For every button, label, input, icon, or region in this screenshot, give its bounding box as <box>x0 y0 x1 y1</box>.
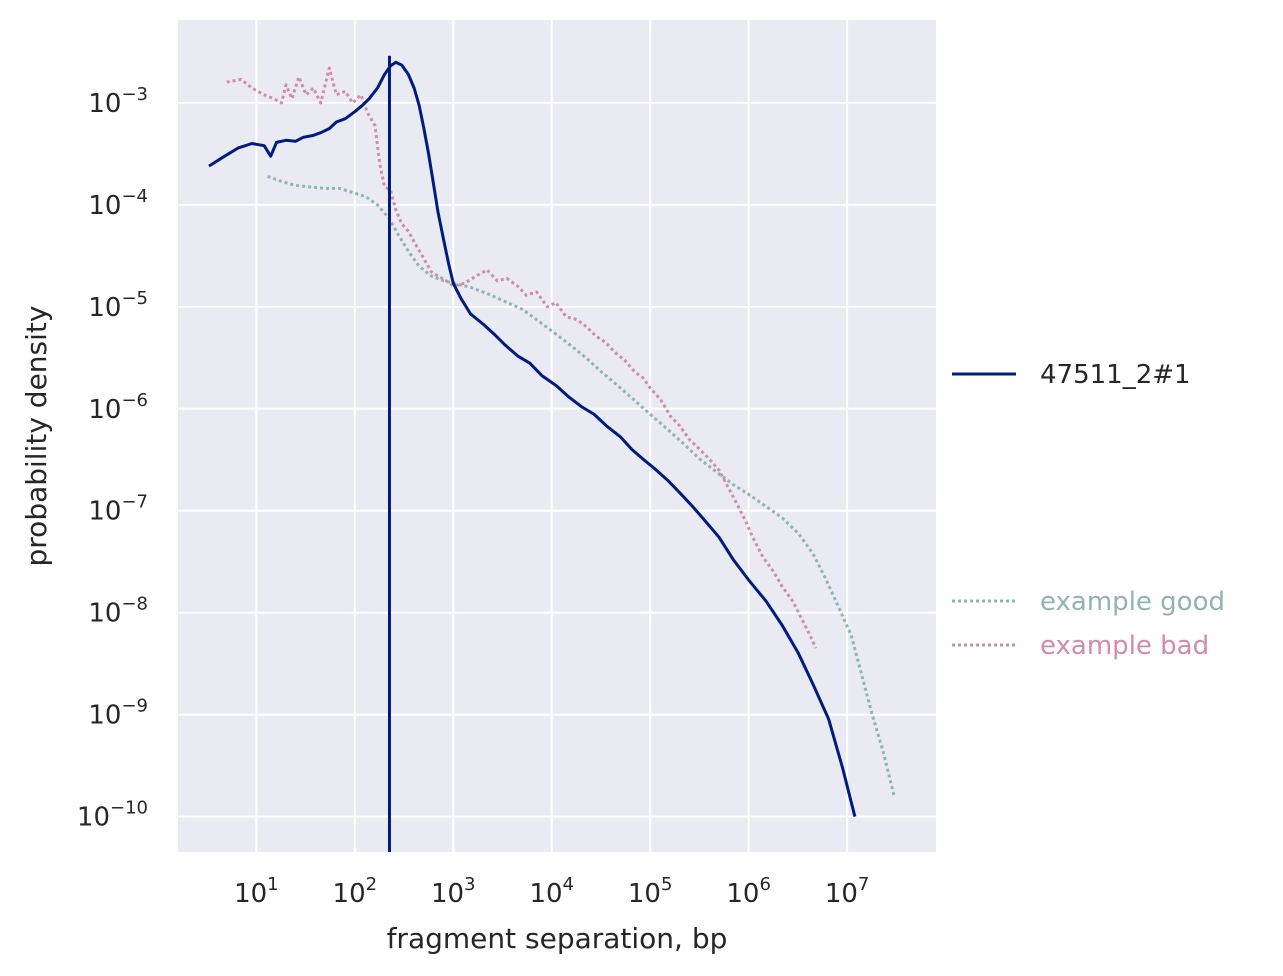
y-tick-label: 10−7 <box>88 492 148 527</box>
legend-label: 47511_2#1 <box>1040 360 1191 390</box>
y-tick-label: 10−3 <box>88 84 148 119</box>
legend-label: example good <box>1040 587 1225 617</box>
y-tick-label: 10−10 <box>77 798 148 833</box>
series-line-example-good <box>267 174 896 797</box>
series-group <box>208 55 896 852</box>
x-axis-label: fragment separation, bp <box>387 922 728 955</box>
x-tick-label: 103 <box>431 874 476 909</box>
series-line-47511-2-1 <box>208 60 857 817</box>
y-tick-label: 10−4 <box>88 186 148 221</box>
grid <box>178 20 936 852</box>
x-axis-ticks: 101 102 103 104 105 106 107 <box>234 874 869 909</box>
x-tick-label: 102 <box>333 874 378 909</box>
y-tick-label: 10−6 <box>88 390 148 425</box>
plot-area <box>178 20 936 852</box>
x-tick-label: 104 <box>529 874 574 909</box>
x-tick-label: 105 <box>628 874 673 909</box>
x-tick-label: 101 <box>234 874 279 909</box>
x-tick-label: 107 <box>825 874 870 909</box>
series-line-example-bad <box>226 66 818 649</box>
x-tick-label: 106 <box>726 874 771 909</box>
y-tick-label: 10−9 <box>88 696 148 731</box>
legend-label: example bad <box>1040 631 1209 661</box>
y-tick-label: 10−5 <box>88 288 148 323</box>
y-axis-label: probability density <box>20 306 53 567</box>
y-axis-ticks: 10−3 10−4 10−5 10−6 10−7 10−8 10−9 10−10 <box>77 84 148 833</box>
y-tick-label: 10−8 <box>88 594 148 629</box>
